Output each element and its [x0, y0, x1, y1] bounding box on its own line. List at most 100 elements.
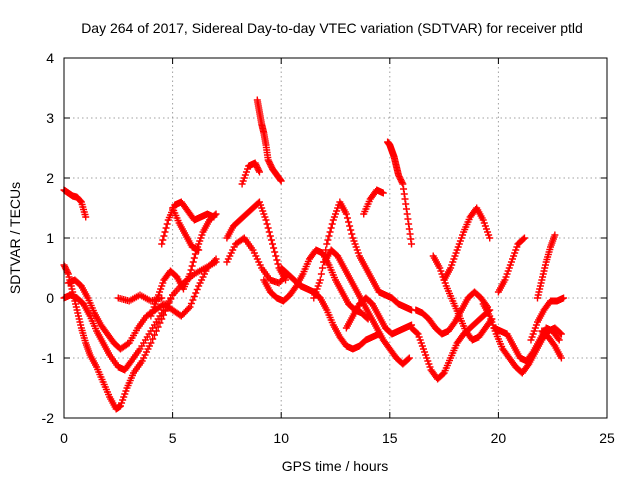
data-point — [324, 236, 332, 244]
data-point — [210, 213, 218, 221]
series-track-18 — [360, 186, 387, 218]
data-point — [325, 232, 333, 240]
data-point — [272, 252, 280, 260]
data-point — [557, 330, 565, 338]
data-point — [163, 220, 171, 228]
y-tick-label: 3 — [46, 110, 54, 126]
data-point — [76, 196, 84, 204]
data-point — [343, 214, 351, 222]
data-point — [328, 220, 336, 228]
x-tick-label: 10 — [273, 430, 289, 446]
data-point — [193, 286, 201, 293]
series-track-28 — [533, 231, 559, 302]
data-point — [186, 270, 194, 278]
data-point — [554, 335, 562, 342]
data-point — [151, 331, 158, 339]
data-point — [555, 336, 563, 344]
data-point — [189, 258, 197, 266]
data-point — [326, 228, 334, 236]
data-point — [186, 303, 194, 311]
series-track-26 — [494, 234, 528, 296]
y-tick-label: 0 — [46, 290, 54, 306]
data-point — [161, 228, 169, 236]
series-track-09 — [223, 198, 290, 284]
data-point — [195, 246, 203, 254]
data-point — [185, 305, 193, 312]
data-point — [158, 240, 166, 248]
data-point — [556, 329, 564, 337]
data-point — [156, 319, 164, 327]
data-point — [316, 276, 324, 284]
data-point — [262, 216, 270, 224]
data-point — [255, 167, 263, 174]
data-point — [211, 257, 219, 264]
data-point — [346, 222, 354, 230]
data-point — [187, 300, 195, 307]
data-point — [264, 224, 272, 232]
data-point — [276, 176, 284, 184]
series-track-19 — [384, 138, 416, 248]
data-point — [160, 232, 168, 240]
data-point — [486, 234, 494, 242]
data-point — [407, 235, 415, 243]
series-track-17 — [342, 294, 416, 338]
data-point — [64, 269, 72, 276]
data-point — [266, 232, 274, 240]
data-point — [159, 236, 167, 244]
data-point — [400, 190, 408, 198]
data-point — [401, 195, 409, 203]
data-point — [187, 266, 195, 274]
data-point — [77, 197, 85, 205]
data-point — [404, 215, 412, 223]
data-point — [405, 354, 413, 362]
y-tick-label: 4 — [46, 50, 54, 66]
data-point — [277, 177, 285, 185]
series-track-20 — [408, 306, 494, 383]
chart-title: Day 264 of 2017, Sidereal Day-to-day VTE… — [81, 20, 583, 36]
x-axis-label: GPS time / hours — [282, 458, 389, 474]
data-point — [274, 260, 282, 268]
series-track-04 — [64, 255, 220, 353]
data-point — [271, 248, 279, 256]
data-point — [557, 354, 565, 362]
data-point — [269, 240, 277, 248]
data-point — [405, 220, 413, 228]
data-point — [190, 254, 198, 262]
data-point — [323, 240, 331, 248]
series-track-06 — [147, 210, 220, 320]
data-point — [270, 244, 278, 252]
data-point — [379, 189, 387, 197]
data-point — [149, 335, 157, 343]
data-point — [147, 339, 155, 347]
series-track-07 — [158, 198, 218, 248]
data-point — [348, 230, 356, 238]
series-track-27 — [527, 294, 568, 344]
data-point — [255, 168, 263, 176]
data-point — [327, 224, 335, 232]
data-point — [399, 180, 407, 188]
data-point — [398, 179, 406, 186]
data-point — [318, 264, 326, 272]
grid — [64, 58, 607, 418]
data-point — [402, 205, 410, 213]
data-point — [188, 262, 196, 270]
data-point — [347, 226, 355, 234]
data-point — [267, 236, 275, 244]
y-tick-label: -1 — [42, 350, 55, 366]
data-point — [560, 294, 568, 302]
data-point — [400, 185, 408, 193]
x-tick-label: 0 — [60, 430, 68, 446]
y-tick-label: -2 — [42, 410, 55, 426]
y-tick-label: 1 — [46, 230, 54, 246]
series-track-12 — [253, 96, 285, 185]
data-point — [408, 240, 416, 248]
data-point — [404, 355, 412, 363]
data-point — [345, 218, 353, 226]
data-point — [342, 210, 350, 218]
y-axis-label: SDTVAR / TECUs — [7, 182, 23, 294]
y-tick-label: 2 — [46, 170, 54, 186]
series-track-01 — [60, 186, 90, 221]
series-track-23 — [440, 204, 494, 284]
data-point — [405, 225, 413, 233]
series-track-15 — [310, 198, 416, 314]
